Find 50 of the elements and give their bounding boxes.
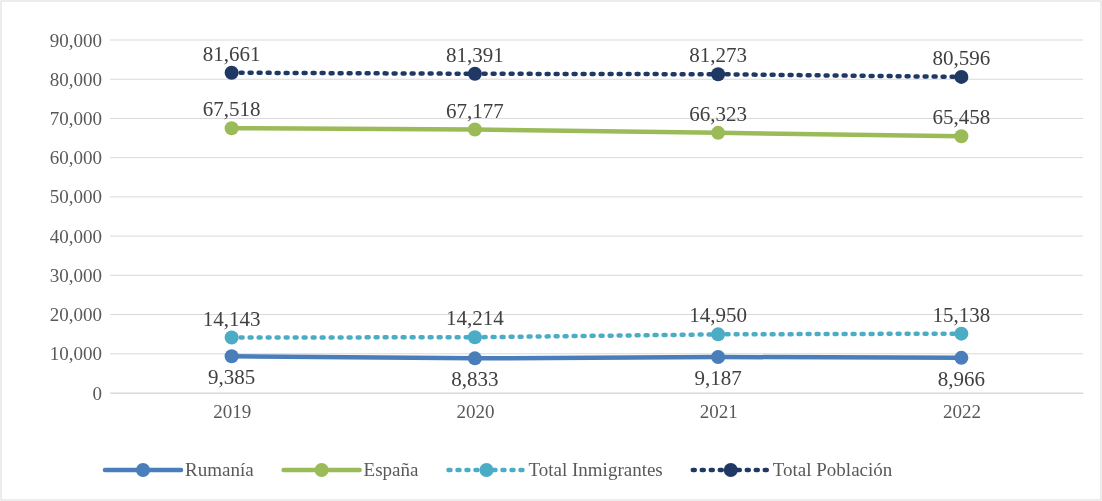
- legend-label: Total Población: [772, 459, 893, 480]
- data-label: 67,177: [446, 98, 504, 123]
- point: [467, 330, 482, 345]
- y-tick-label: 40,000: [49, 225, 102, 247]
- x-tick-label: 2020: [456, 401, 495, 423]
- point: [711, 125, 726, 140]
- data-label: 67,518: [202, 97, 261, 122]
- data-label: 9,187: [694, 365, 742, 390]
- legend-label: Rumanía: [185, 459, 255, 480]
- data-label: 14,214: [446, 306, 505, 331]
- y-tick-label: 80,000: [49, 68, 102, 90]
- data-label: 66,323: [689, 101, 747, 126]
- data-label: 8,966: [937, 366, 985, 391]
- data-label: 81,273: [689, 43, 747, 68]
- legend-label: España: [363, 459, 420, 480]
- y-tick-label: 90,000: [49, 29, 102, 51]
- point: [954, 326, 969, 341]
- point: [711, 349, 726, 364]
- y-tick-label: 20,000: [49, 304, 102, 326]
- data-label: 65,458: [932, 105, 991, 130]
- point: [711, 327, 726, 342]
- y-tick-label: 30,000: [49, 264, 102, 286]
- legend-label: Total Inmigrantes: [528, 459, 663, 480]
- point: [467, 66, 482, 81]
- point: [224, 121, 239, 136]
- point: [954, 129, 969, 144]
- x-tick-label: 2019: [213, 401, 252, 423]
- x-tick-label: 2021: [699, 401, 738, 423]
- y-tick-label: 0: [92, 382, 102, 404]
- point: [224, 65, 239, 80]
- data-label: 9,385: [208, 365, 256, 390]
- x-tick-label: 2022: [942, 401, 981, 423]
- y-tick-label: 10,000: [49, 343, 102, 365]
- point: [954, 350, 969, 365]
- y-tick-label: 50,000: [49, 186, 102, 208]
- data-label: 14,950: [689, 303, 747, 328]
- data-label: 14,143: [202, 306, 261, 331]
- point: [467, 122, 482, 137]
- point: [467, 351, 482, 366]
- point: [954, 69, 969, 84]
- y-tick-label: 70,000: [49, 108, 102, 130]
- data-label: 80,596: [932, 45, 991, 70]
- point: [711, 67, 726, 82]
- point: [224, 349, 239, 364]
- y-tick-label: 60,000: [49, 147, 102, 169]
- data-label: 81,661: [202, 41, 261, 66]
- data-label: 81,391: [446, 42, 504, 67]
- point: [224, 330, 239, 345]
- data-label: 8,833: [451, 367, 499, 392]
- data-label: 15,138: [932, 302, 991, 327]
